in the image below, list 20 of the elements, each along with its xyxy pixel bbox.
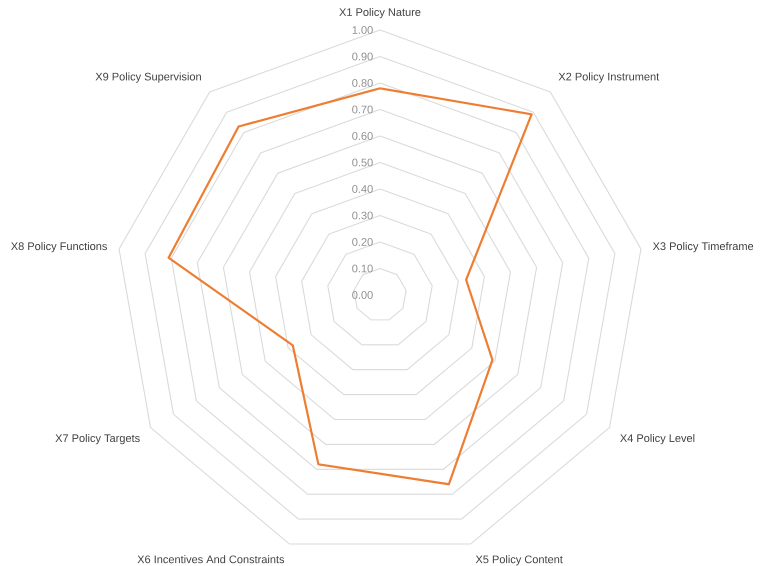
y-tick-label: 0.60	[352, 132, 373, 140]
y-tick-label: 0.20	[352, 238, 373, 246]
spoke-label: X9 Policy Supervision	[96, 72, 201, 82]
spoke-label: X6 Incentives And Constraints	[137, 554, 284, 564]
spoke-label: X1 Policy Nature	[339, 8, 420, 18]
spoke-label: X2 Policy Instrument	[558, 72, 660, 82]
y-tick-label: 0.00	[352, 290, 373, 299]
y-tick-label: 0.40	[352, 184, 373, 193]
spoke-label: X8 Policy Functions	[11, 242, 107, 252]
spoke-label: X4 Policy Level	[620, 434, 694, 444]
y-tick-label: 1.00	[352, 26, 373, 34]
y-tick-label: 0.30	[352, 211, 373, 220]
spoke-label: X3 Policy Timeframe	[652, 242, 754, 252]
y-tick-label: 0.70	[352, 105, 373, 114]
y-tick-label: 0.10	[352, 264, 373, 272]
spoke-label: X7 Policy Targets	[55, 434, 140, 444]
spoke-label: X5 Policy Content	[476, 554, 563, 566]
y-tick-label: 0.50	[352, 158, 373, 166]
y-tick-label: 0.90	[352, 52, 373, 60]
y-tick-label: 0.80	[352, 78, 373, 87]
